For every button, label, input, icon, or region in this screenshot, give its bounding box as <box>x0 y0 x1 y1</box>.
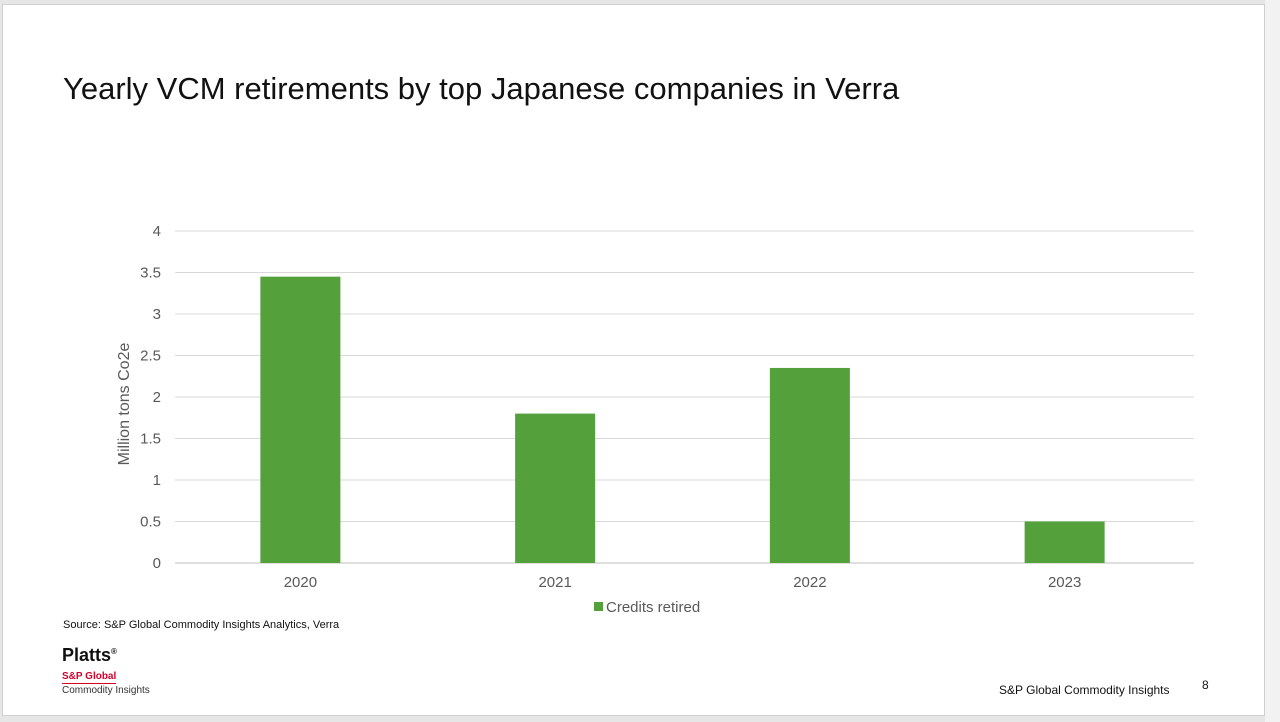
bar <box>769 367 850 563</box>
y-tick-label: 1 <box>153 472 161 489</box>
y-tick-label: 0.5 <box>140 514 161 531</box>
y-tick-label: 0 <box>153 555 161 572</box>
x-tick-label: 2020 <box>284 574 317 591</box>
source-note: Source: S&P Global Commodity Insights An… <box>63 619 340 631</box>
y-axis-label: Million tons Co2e <box>116 343 133 466</box>
side-strip <box>1265 0 1280 722</box>
platts-logo-text: Platts <box>62 645 112 665</box>
legend-label: Credits retired <box>606 599 700 616</box>
legend-swatch <box>594 602 603 611</box>
commodity-insights-logo: Commodity Insights <box>62 685 150 696</box>
slide: Yearly VCM retirements by top Japanese c… <box>2 4 1265 716</box>
footer-brand: S&P Global Commodity Insights <box>999 683 1170 697</box>
x-tick-label: 2023 <box>1048 574 1081 591</box>
y-tick-label: 4 <box>153 223 161 240</box>
x-tick-label: 2021 <box>538 574 571 591</box>
spglobal-logo: S&P Global <box>62 671 117 684</box>
y-tick-label: 2 <box>153 389 161 406</box>
x-tick-label: 2022 <box>793 574 826 591</box>
registered-mark: ® <box>111 647 117 656</box>
y-tick-label: 3 <box>153 306 161 323</box>
bar <box>1024 521 1105 563</box>
bar <box>260 276 341 563</box>
y-tick-label: 1.5 <box>140 431 161 448</box>
y-tick-label: 3.5 <box>140 265 161 282</box>
bar <box>515 413 596 563</box>
slide-title: Yearly VCM retirements by top Japanese c… <box>63 71 900 106</box>
platts-logo: Platts® <box>62 645 117 666</box>
page-number: 8 <box>1202 678 1209 692</box>
y-tick-label: 2.5 <box>140 348 161 365</box>
